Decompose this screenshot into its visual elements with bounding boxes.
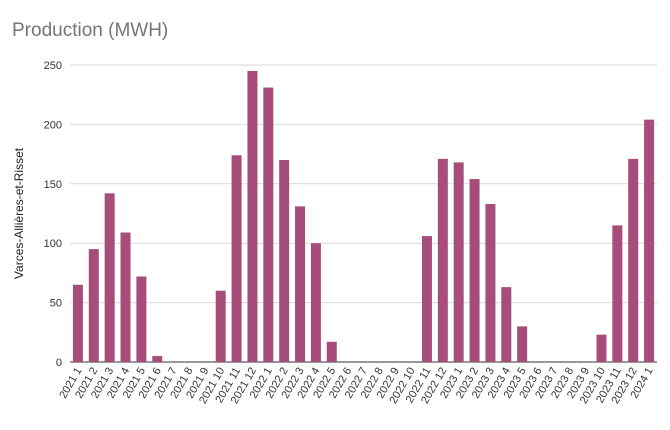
bar	[421, 236, 432, 362]
bar	[485, 203, 496, 362]
bar	[628, 158, 639, 362]
bar	[104, 193, 115, 362]
bar	[295, 206, 306, 362]
bar	[453, 162, 464, 362]
bar	[247, 70, 258, 362]
bar	[263, 87, 274, 363]
bar	[231, 155, 242, 362]
bar	[88, 249, 99, 362]
y-axis-title: Varces-Allières-et-Risset	[12, 147, 26, 279]
bar	[136, 276, 147, 362]
y-tick-label: 150	[44, 179, 62, 191]
y-tick-label: 250	[44, 60, 62, 72]
chart-title: Production (MWH)	[12, 20, 169, 41]
bars	[72, 70, 655, 363]
gridlines	[70, 64, 657, 363]
bar	[326, 341, 337, 362]
bar	[215, 290, 226, 362]
bar	[596, 334, 607, 362]
bar	[152, 356, 163, 362]
bar	[644, 119, 655, 362]
bar	[501, 287, 512, 362]
y-tick-label: 100	[44, 238, 62, 250]
y-tick-label: 200	[44, 119, 62, 131]
bar	[120, 232, 131, 362]
bar	[612, 225, 623, 362]
bar	[437, 158, 448, 362]
y-axis-ticks: 0 50 100 150 200 250	[44, 60, 62, 369]
bar	[469, 179, 480, 362]
y-tick-label: 0	[56, 357, 62, 369]
bar	[310, 243, 321, 362]
y-tick-label: 50	[50, 298, 62, 310]
bar	[72, 284, 83, 362]
bar	[279, 160, 290, 362]
bar	[517, 326, 528, 362]
